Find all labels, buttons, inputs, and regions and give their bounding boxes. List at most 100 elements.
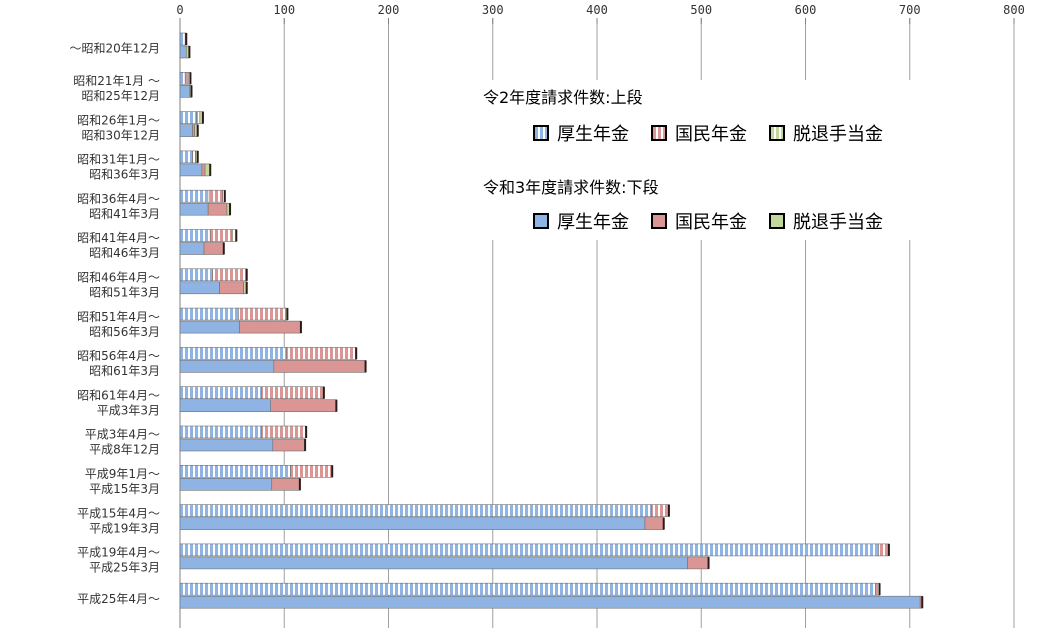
bar-segment <box>179 189 210 203</box>
category-label-line: 平成19年4月～ <box>77 546 160 560</box>
bar-segment <box>179 281 220 295</box>
bar-segment <box>261 386 325 400</box>
bar-segment <box>179 464 291 478</box>
category-label-line: 平成9年1月～ <box>85 467 160 481</box>
bar-segment <box>179 268 213 282</box>
legend-upper-title: 令2年度請求件数:上段 <box>483 88 643 107</box>
bar-segment <box>179 438 274 452</box>
category-label-line: 昭和31年1月～ <box>77 153 160 167</box>
striped-swatch-icon <box>769 125 785 141</box>
bar-segment <box>179 517 646 530</box>
solid-swatch-icon <box>651 213 667 229</box>
bar-segment <box>272 438 306 452</box>
bar-segment <box>192 124 195 137</box>
bar-segment <box>179 595 921 609</box>
bar-segment <box>687 556 709 570</box>
bar-segment <box>239 320 302 334</box>
legend-item-kosei-solid: 厚生年金 <box>533 208 629 234</box>
bar-segment <box>179 477 273 491</box>
category-label: 平成3年4月～平成8年12月 <box>85 428 160 457</box>
bar-segment <box>179 163 203 177</box>
bar-segment <box>192 150 196 164</box>
category-label-line: 平成19年3月 <box>89 521 160 535</box>
legend-item-kosei-striped: 厚生年金 <box>533 120 629 146</box>
x-tick-label: 0 <box>176 3 183 17</box>
bar-segment <box>196 111 201 124</box>
category-label-line: 平成3年4月～ <box>85 428 160 442</box>
x-tick-label: 400 <box>586 3 608 17</box>
category-label-line: 平成15年4月～ <box>77 506 160 520</box>
bar-segment <box>184 72 189 85</box>
category-label-line: 昭和30年12月 <box>81 128 160 142</box>
bar-segment <box>179 582 876 596</box>
category-label: 昭和51年4月～昭和56年3月 <box>77 310 160 339</box>
category-label-line: 昭和61年4月～ <box>77 388 160 402</box>
category-label-line: 昭和51年3月 <box>89 285 160 299</box>
bar-segment <box>203 242 225 255</box>
bar-segment <box>179 360 275 373</box>
category-label-line: 昭和36年4月～ <box>77 192 160 206</box>
bar-segment <box>219 281 244 295</box>
bar-segment <box>179 556 688 570</box>
category-label: 平成9年1月～平成15年3月 <box>85 467 160 496</box>
category-label-line: ～昭和20年12月 <box>69 42 160 56</box>
category-label-line: 昭和46年3月 <box>89 246 160 260</box>
category-label-line: 平成15年3月 <box>89 482 160 496</box>
legend-label: 脱退手当金 <box>793 212 883 233</box>
bar-segment <box>212 268 248 282</box>
category-label-line: 昭和51年4月～ <box>77 310 160 324</box>
x-tick-label: 300 <box>482 3 504 17</box>
bar-segment <box>209 229 233 242</box>
x-tick-label: 500 <box>690 3 712 17</box>
bar-segment <box>179 32 186 46</box>
category-label-line: 平成8年12月 <box>89 443 160 457</box>
category-label: 昭和46年4月～昭和51年3月 <box>77 270 160 299</box>
bar-segment <box>179 320 240 334</box>
bar-segment <box>179 425 262 439</box>
legend-item-kokumin-solid: 国民年金 <box>651 208 747 234</box>
category-label: 昭和31年1月～昭和36年3月 <box>77 153 160 182</box>
bar-segment <box>179 504 652 517</box>
bar-segment <box>179 72 186 85</box>
bar-segment <box>179 347 287 360</box>
category-label: 昭和56年4月～昭和61年3月 <box>77 349 160 378</box>
category-label: 昭和26年1月～昭和30年12月 <box>77 113 160 142</box>
bar-segment <box>271 477 301 491</box>
bar-segment <box>179 242 205 255</box>
legend-label: 厚生年金 <box>557 212 629 233</box>
bar-segment <box>179 543 879 557</box>
category-label: 平成25年4月～ <box>77 592 160 606</box>
solid-swatch-icon <box>769 213 785 229</box>
category-label-line: 平成25年4月～ <box>77 592 160 606</box>
x-tick-label: 100 <box>273 3 295 17</box>
x-tick-label: 700 <box>899 3 921 17</box>
bar-segment <box>650 504 670 517</box>
solid-swatch-icon <box>533 213 549 229</box>
category-label-line: 昭和41年4月～ <box>77 231 160 245</box>
legend-upper-row: 厚生年金 国民年金 脱退手当金 <box>533 120 905 146</box>
bar-segment <box>179 124 193 137</box>
bar-segment <box>878 543 890 557</box>
category-label-line: 昭和61年3月 <box>89 364 160 378</box>
bar-segment <box>179 85 190 98</box>
bar-segment <box>207 202 228 216</box>
x-tick-label: 200 <box>378 3 400 17</box>
legend-lower-row: 厚生年金 国民年金 脱退手当金 <box>533 208 905 234</box>
bar-segment <box>270 399 337 413</box>
bar-segment <box>273 360 366 373</box>
bar-segment <box>201 163 206 177</box>
legend-item-kokumin-striped: 国民年金 <box>651 120 747 146</box>
legend-item-dattai-solid: 脱退手当金 <box>769 208 883 234</box>
category-label: 昭和41年4月～昭和46年3月 <box>77 231 160 260</box>
bar-segment <box>208 189 224 203</box>
legend-label: 脱退手当金 <box>793 124 883 145</box>
bar-segment <box>179 111 197 124</box>
legend: 令2年度請求件数:上段 厚生年金 国民年金 脱退手当金 令和3年度請求件数:下段… <box>475 80 975 240</box>
category-label-line: 平成25年3月 <box>89 561 160 575</box>
bar-segment <box>179 399 271 413</box>
category-label: ～昭和20年12月 <box>69 42 160 56</box>
bar-segment <box>644 517 665 530</box>
bar-segment <box>179 307 239 321</box>
bar-segment <box>261 425 307 439</box>
